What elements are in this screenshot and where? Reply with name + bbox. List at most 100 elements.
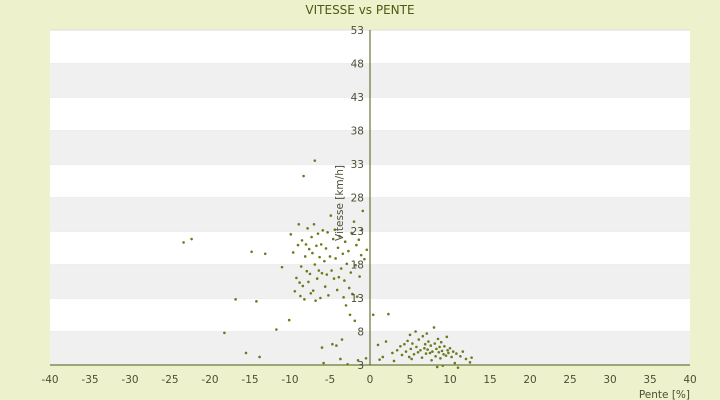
data-point	[313, 159, 317, 162]
data-point	[258, 355, 261, 359]
data-point	[428, 351, 432, 355]
data-point	[341, 252, 345, 256]
data-point	[359, 253, 363, 257]
data-point	[381, 355, 385, 359]
data-point	[304, 243, 308, 246]
data-point	[311, 251, 314, 255]
data-point	[358, 275, 361, 278]
data-point	[337, 275, 341, 279]
data-point	[316, 232, 320, 235]
y-tick-label: 13	[351, 293, 364, 305]
data-point	[342, 296, 345, 299]
data-point	[421, 334, 425, 338]
data-point	[296, 243, 300, 247]
data-point	[356, 359, 360, 362]
data-point	[357, 238, 361, 242]
data-point	[308, 272, 312, 276]
data-point	[339, 267, 343, 270]
data-point	[275, 328, 278, 331]
data-point	[320, 271, 324, 275]
data-point	[325, 273, 329, 276]
data-point	[314, 299, 317, 302]
y-tick-label: 43	[351, 92, 364, 104]
y-tick-label: 28	[351, 193, 364, 205]
data-point	[392, 359, 396, 363]
data-point	[361, 209, 365, 213]
data-point	[364, 357, 368, 360]
data-point	[345, 262, 349, 266]
data-point	[310, 235, 313, 239]
data-point	[327, 294, 330, 297]
y-tick-label: 53	[351, 25, 364, 37]
y-tick-label: 48	[351, 59, 364, 71]
data-point	[289, 233, 293, 236]
data-point	[352, 220, 356, 223]
data-point	[456, 366, 460, 369]
data-point	[400, 353, 404, 357]
data-point	[427, 340, 430, 343]
data-point	[404, 350, 408, 353]
x-tick-labels: -40 -35 -30 -25 -20 -15 -10 -5 0 5 10 15 20 25 30 35 40	[41, 374, 696, 386]
data-point	[387, 312, 390, 316]
data-point	[351, 292, 354, 296]
data-point	[321, 229, 325, 232]
x-tick-label: 20	[523, 374, 536, 386]
data-point	[280, 265, 284, 269]
data-point	[291, 251, 295, 254]
data-point	[303, 255, 307, 258]
data-point	[338, 235, 341, 238]
data-point	[331, 342, 334, 346]
data-point	[354, 263, 357, 267]
data-point	[403, 342, 406, 346]
x-tick-label: -30	[121, 374, 138, 386]
x-tick-label: -15	[241, 374, 258, 386]
x-tick-label: 15	[483, 374, 496, 386]
data-point	[324, 247, 328, 250]
data-point	[349, 271, 353, 274]
data-point	[371, 313, 375, 317]
data-point	[311, 289, 315, 292]
data-point	[433, 342, 437, 345]
data-point	[313, 263, 317, 266]
data-point	[442, 352, 445, 356]
data-point	[323, 285, 327, 288]
x-tick-label: -5	[325, 374, 335, 386]
data-point	[376, 343, 380, 347]
data-point	[315, 244, 318, 248]
data-point	[417, 338, 421, 341]
data-point	[420, 356, 424, 359]
chart-title: VITESSE vs PENTE	[305, 3, 414, 17]
data-point	[319, 296, 322, 300]
data-point	[334, 257, 337, 260]
x-tick-label: -35	[81, 374, 98, 386]
data-point	[307, 280, 310, 284]
data-point	[299, 265, 303, 268]
data-point	[426, 348, 429, 351]
data-point	[299, 294, 302, 298]
data-point	[446, 348, 449, 352]
data-point	[425, 332, 429, 335]
data-point	[470, 356, 473, 359]
data-point	[340, 338, 344, 341]
data-point	[411, 342, 414, 345]
data-point	[255, 300, 258, 303]
data-point	[391, 351, 394, 355]
data-point	[419, 348, 422, 352]
data-point	[355, 243, 358, 247]
y-axis-label: Vitesse [km/h]	[334, 165, 346, 241]
data-point	[301, 284, 305, 288]
data-point	[331, 237, 335, 241]
data-point	[423, 342, 427, 346]
data-point	[319, 243, 323, 246]
data-point	[234, 298, 237, 301]
data-point	[303, 298, 306, 301]
data-point	[378, 358, 381, 361]
x-tick-label: 5	[407, 374, 414, 386]
data-point	[430, 359, 433, 362]
x-tick-label: 35	[643, 374, 656, 386]
y-tick-label: 38	[351, 126, 364, 138]
data-point	[406, 339, 409, 343]
x-tick-label: -40	[41, 374, 58, 386]
